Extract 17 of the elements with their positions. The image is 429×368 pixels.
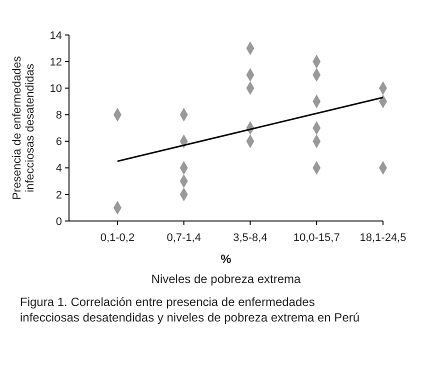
y-tick-label: 4 <box>56 162 62 175</box>
y-tick-label: 12 <box>50 56 62 68</box>
y-tick-label: 0 <box>56 216 62 228</box>
x-tick-label: 0,1-0,2 <box>100 232 135 244</box>
x-axis-title: Niveles de pobreza extrema <box>151 272 302 286</box>
x-tick-label: 18,1-24,5 <box>360 232 406 244</box>
y-tick-label: 10 <box>50 82 62 95</box>
text: % <box>220 252 232 266</box>
text: Figura 1. Correlación entre presencia de enfermedades infecciosas desatendidas y niveles de pobreza extrema en Perú <box>20 295 360 325</box>
y-tick-label: 2 <box>56 189 62 202</box>
y-axis-title: Presencia de enfermedades infecciosas desatendidas <box>12 56 36 200</box>
y-tick-label: 6 <box>56 136 62 148</box>
x-tick-label: 10,0-15,7 <box>293 232 340 244</box>
y-tick-label: 14 <box>50 30 62 42</box>
y-tick-label: 8 <box>56 110 62 122</box>
x-tick-label: 3,5-8,4 <box>233 232 268 244</box>
x-tick-label: 0,7-1,4 <box>166 232 201 244</box>
